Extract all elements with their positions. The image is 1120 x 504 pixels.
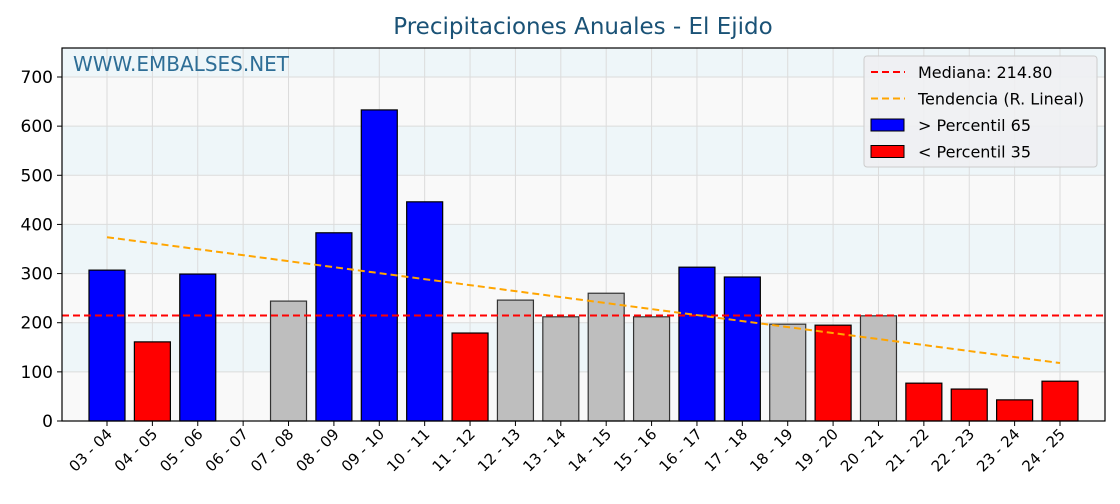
x-tick-label: 22 - 23 bbox=[928, 425, 978, 475]
x-tick-label: 04 - 05 bbox=[111, 425, 161, 475]
legend-label: Mediana: 214.80 bbox=[918, 63, 1052, 82]
x-tick-label: 15 - 16 bbox=[610, 425, 660, 475]
x-tick-label: 12 - 13 bbox=[474, 425, 524, 475]
legend: Mediana: 214.80 Tendencia (R. Lineal) > P… bbox=[863, 55, 1098, 168]
bar-19-20 bbox=[814, 324, 852, 422]
x-tick-label: 20 - 21 bbox=[837, 425, 887, 475]
x-tick-label: 10 - 11 bbox=[383, 425, 433, 475]
x-tick-label: 13 - 14 bbox=[519, 425, 569, 475]
trend-line bbox=[106, 236, 1061, 365]
bar-05-06 bbox=[179, 273, 217, 422]
x-tick-label: 08 - 09 bbox=[292, 425, 342, 475]
x-tick-label: 06 - 07 bbox=[202, 425, 252, 475]
legend-swatch bbox=[870, 145, 905, 158]
legend-label: < Percentil 35 bbox=[918, 143, 1031, 162]
watermark: WWW.EMBALSES.NET bbox=[73, 52, 290, 76]
bar-23-24 bbox=[996, 399, 1034, 422]
legend-label: > Percentil 65 bbox=[918, 116, 1031, 135]
x-tick-label: 23 - 24 bbox=[973, 425, 1023, 475]
background-band bbox=[62, 175, 1105, 225]
bar-11-12 bbox=[451, 332, 489, 422]
x-tick-label: 18 - 19 bbox=[746, 425, 796, 475]
legend-box bbox=[863, 55, 1098, 168]
plot-frame bbox=[61, 47, 1106, 422]
bar-14-15 bbox=[587, 292, 625, 422]
y-tick-label: 700 bbox=[21, 68, 53, 88]
bar-17-18 bbox=[723, 276, 761, 422]
x-tick-label: 17 - 18 bbox=[701, 425, 751, 475]
y-tick-label: 0 bbox=[42, 412, 53, 432]
x-tick-label: 07 - 08 bbox=[247, 425, 297, 475]
x-tick-label: 03 - 04 bbox=[66, 425, 116, 475]
background-band bbox=[62, 224, 1105, 274]
chart-title: Precipitaciones Anuales - El Ejido bbox=[393, 14, 772, 40]
bar-10-11 bbox=[406, 201, 444, 422]
x-tick-label: 19 - 20 bbox=[792, 425, 842, 475]
bar-07-08 bbox=[269, 300, 308, 422]
bar-18-19 bbox=[769, 323, 807, 422]
y-tick-label: 500 bbox=[21, 166, 53, 186]
y-tick-label: 400 bbox=[21, 215, 53, 235]
bar-08-09 bbox=[315, 232, 353, 422]
background-band bbox=[62, 322, 1105, 372]
legend-label: Tendencia (R. Lineal) bbox=[917, 90, 1084, 109]
bar-24-25 bbox=[1041, 380, 1079, 422]
y-tick-label: 300 bbox=[21, 265, 53, 285]
bar-21-22 bbox=[905, 382, 943, 422]
x-tick-label: 21 - 22 bbox=[882, 425, 932, 475]
x-tick-label: 11 - 12 bbox=[429, 425, 479, 475]
x-tick-label: 14 - 15 bbox=[565, 425, 615, 475]
y-tick-label: 200 bbox=[21, 314, 53, 334]
bar-22-23 bbox=[950, 388, 988, 422]
legend-swatch bbox=[870, 118, 905, 132]
x-tick-label: 09 - 10 bbox=[338, 425, 388, 475]
bar-12-13 bbox=[496, 299, 535, 422]
bar-15-16 bbox=[632, 316, 671, 422]
bar-13-14 bbox=[542, 316, 580, 422]
y-tick-label: 100 bbox=[21, 363, 53, 383]
x-tick-label: 05 - 06 bbox=[156, 425, 206, 475]
x-tick-label: 16 - 17 bbox=[655, 425, 705, 475]
x-tick-label: 24 - 25 bbox=[1019, 425, 1069, 475]
bar-16-17 bbox=[678, 266, 716, 422]
bar-20-21 bbox=[859, 315, 898, 422]
y-tick-label: 600 bbox=[21, 117, 53, 137]
background-band bbox=[62, 371, 1105, 421]
bar-03-04 bbox=[88, 269, 126, 422]
bar-09-10 bbox=[360, 109, 398, 422]
bar-04-05 bbox=[133, 341, 171, 422]
